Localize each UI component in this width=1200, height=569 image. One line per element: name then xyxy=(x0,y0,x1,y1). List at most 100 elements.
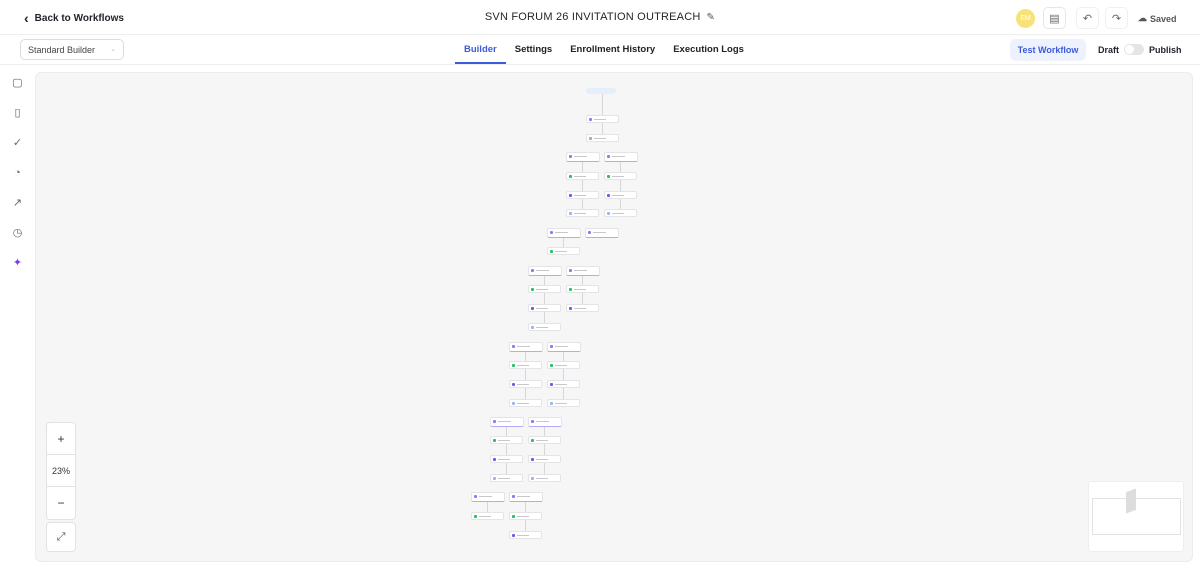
workflow-node[interactable] xyxy=(604,191,637,199)
node-label xyxy=(498,478,511,479)
branch-node[interactable] xyxy=(585,228,619,238)
node-icon xyxy=(607,194,610,197)
node-icon xyxy=(607,212,610,215)
branch-node[interactable] xyxy=(490,417,524,427)
workflow-node[interactable] xyxy=(528,436,561,444)
workflow-node[interactable] xyxy=(490,474,523,482)
fit-view-button[interactable]: ⤢ xyxy=(46,522,76,552)
sparkles-icon[interactable]: ✦ xyxy=(12,257,23,269)
tab-settings[interactable]: Settings xyxy=(514,44,553,55)
branch-node[interactable] xyxy=(547,228,581,238)
branch-node[interactable] xyxy=(509,342,543,352)
workflow-node[interactable] xyxy=(528,474,561,482)
workflow-node[interactable] xyxy=(509,380,542,388)
node-label xyxy=(517,496,530,497)
workflow-node[interactable] xyxy=(566,209,599,217)
workflow-node[interactable] xyxy=(566,285,599,293)
tab-enrollment-history[interactable]: Enrollment History xyxy=(570,44,656,55)
cloud-icon: ☁ xyxy=(1138,13,1147,23)
node-label xyxy=(574,176,587,177)
workflow-node[interactable] xyxy=(490,436,523,444)
publish-toggle[interactable] xyxy=(1124,44,1145,55)
workflow-node[interactable] xyxy=(528,323,561,331)
connector xyxy=(506,427,507,436)
node-label xyxy=(517,365,530,366)
connector xyxy=(544,293,545,304)
workflow-node[interactable] xyxy=(547,380,580,388)
chat-icon[interactable]: ▢ xyxy=(12,77,23,89)
workflow-node[interactable] xyxy=(547,361,580,369)
workflow-notes-button[interactable]: ▤ xyxy=(1043,7,1066,29)
branch-node[interactable] xyxy=(604,152,638,162)
zoom-controls: + 23% − xyxy=(46,422,76,520)
workflow-node[interactable] xyxy=(528,455,561,463)
pie-chart-icon[interactable]: ◔ xyxy=(14,166,21,179)
workflow-node[interactable] xyxy=(471,512,504,520)
minimap-workflow xyxy=(1126,485,1136,517)
node-label xyxy=(555,232,568,233)
zoom-in-button[interactable]: + xyxy=(47,423,75,455)
node-label xyxy=(574,195,587,196)
edit-pencil-icon[interactable]: ✎ xyxy=(706,12,716,23)
workflow-node[interactable] xyxy=(509,361,542,369)
node-icon xyxy=(531,269,534,272)
node-icon xyxy=(493,477,496,480)
workflow-node[interactable] xyxy=(547,247,580,255)
avatar[interactable]: EM xyxy=(1016,9,1035,28)
undo-button[interactable]: ↶ xyxy=(1076,7,1099,29)
branch-node[interactable] xyxy=(509,492,543,502)
workflow-node[interactable] xyxy=(509,512,542,520)
connector xyxy=(563,369,564,380)
tab-builder[interactable]: Builder xyxy=(455,35,506,64)
workflow-node[interactable] xyxy=(586,115,619,123)
history-icon[interactable]: ◷ xyxy=(12,227,23,239)
node-label xyxy=(555,346,568,347)
node-label xyxy=(612,195,625,196)
workflow-node[interactable] xyxy=(604,172,637,180)
node-label xyxy=(517,346,530,347)
workflow-canvas[interactable]: + 23% − ⤢ xyxy=(35,72,1193,562)
node-label xyxy=(536,440,549,441)
workflow-node[interactable] xyxy=(547,399,580,407)
workflow-node[interactable] xyxy=(566,304,599,312)
back-to-workflows-link[interactable]: ‹ Back to Workflows xyxy=(24,10,124,26)
workflow-node[interactable] xyxy=(490,455,523,463)
tab-execution-logs[interactable]: Execution Logs xyxy=(673,44,744,55)
external-link-icon[interactable]: ↗ xyxy=(12,197,23,209)
redo-button[interactable]: ↷ xyxy=(1105,7,1128,29)
branch-node[interactable] xyxy=(471,492,505,502)
node-label xyxy=(612,213,625,214)
node-icon xyxy=(569,155,572,158)
workflow-node[interactable] xyxy=(604,209,637,217)
node-label xyxy=(555,384,568,385)
node-icon xyxy=(550,383,553,386)
builder-mode-select[interactable]: Standard Builder ⌄ xyxy=(20,39,124,60)
branch-node[interactable] xyxy=(528,417,562,427)
node-label xyxy=(479,516,492,517)
connector xyxy=(582,162,583,172)
branch-node[interactable] xyxy=(528,266,562,276)
workflow-node[interactable] xyxy=(566,172,599,180)
check-circle-icon[interactable]: ✓ xyxy=(12,137,23,149)
workflow-node[interactable] xyxy=(566,191,599,199)
left-sidebar: ▢ ▯ ✓ ◔ ↗ ◷ ✦ xyxy=(0,65,35,569)
minimap-viewport[interactable] xyxy=(1092,498,1181,535)
node-label xyxy=(594,138,607,139)
trigger-node[interactable] xyxy=(586,88,616,94)
node-icon xyxy=(493,420,496,423)
branch-node[interactable] xyxy=(566,266,600,276)
workflow-node[interactable] xyxy=(528,285,561,293)
workflow-node[interactable] xyxy=(586,134,619,142)
connector xyxy=(582,180,583,191)
branch-node[interactable] xyxy=(566,152,600,162)
connector xyxy=(620,180,621,191)
document-icon[interactable]: ▯ xyxy=(14,107,21,119)
workflow-node[interactable] xyxy=(528,304,561,312)
minimap[interactable] xyxy=(1088,481,1184,552)
zoom-out-button[interactable]: − xyxy=(57,496,65,510)
node-icon xyxy=(550,402,553,405)
workflow-node[interactable] xyxy=(509,531,542,539)
branch-node[interactable] xyxy=(547,342,581,352)
workflow-node[interactable] xyxy=(509,399,542,407)
test-workflow-button[interactable]: Test Workflow xyxy=(1010,39,1086,61)
